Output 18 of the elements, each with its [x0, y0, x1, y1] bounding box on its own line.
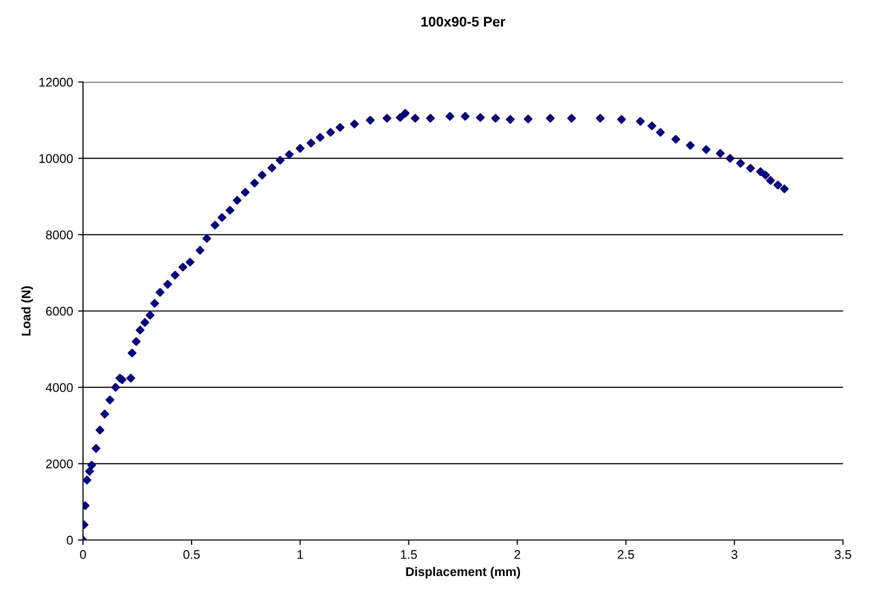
- y-tick-label: 10000: [39, 154, 73, 163]
- x-tick-label: 1.5: [400, 550, 417, 559]
- y-tick-label: 8000: [46, 230, 73, 240]
- x-tick-label: 0.5: [183, 550, 200, 559]
- x-tick-label: 2: [514, 550, 520, 559]
- y-tick-label: 2000: [46, 459, 73, 468]
- x-tick-label: 3: [731, 550, 738, 559]
- x-tick-label: 1: [298, 550, 304, 559]
- x-tick-label: 3.5: [834, 550, 852, 559]
- x-axis-title: Displacement (mm): [406, 566, 520, 579]
- chart-title: 100x90-5 Per: [421, 16, 506, 27]
- y-tick-label: 4000: [46, 383, 73, 392]
- x-tick-label: 0: [80, 550, 86, 559]
- y-tick-label: 12000: [39, 78, 73, 87]
- y-tick-label: 6000: [46, 306, 73, 316]
- y-axis-title: Load (N): [21, 286, 33, 336]
- x-tick-label: 2.5: [618, 550, 634, 559]
- y-tick-label: 0: [66, 536, 73, 545]
